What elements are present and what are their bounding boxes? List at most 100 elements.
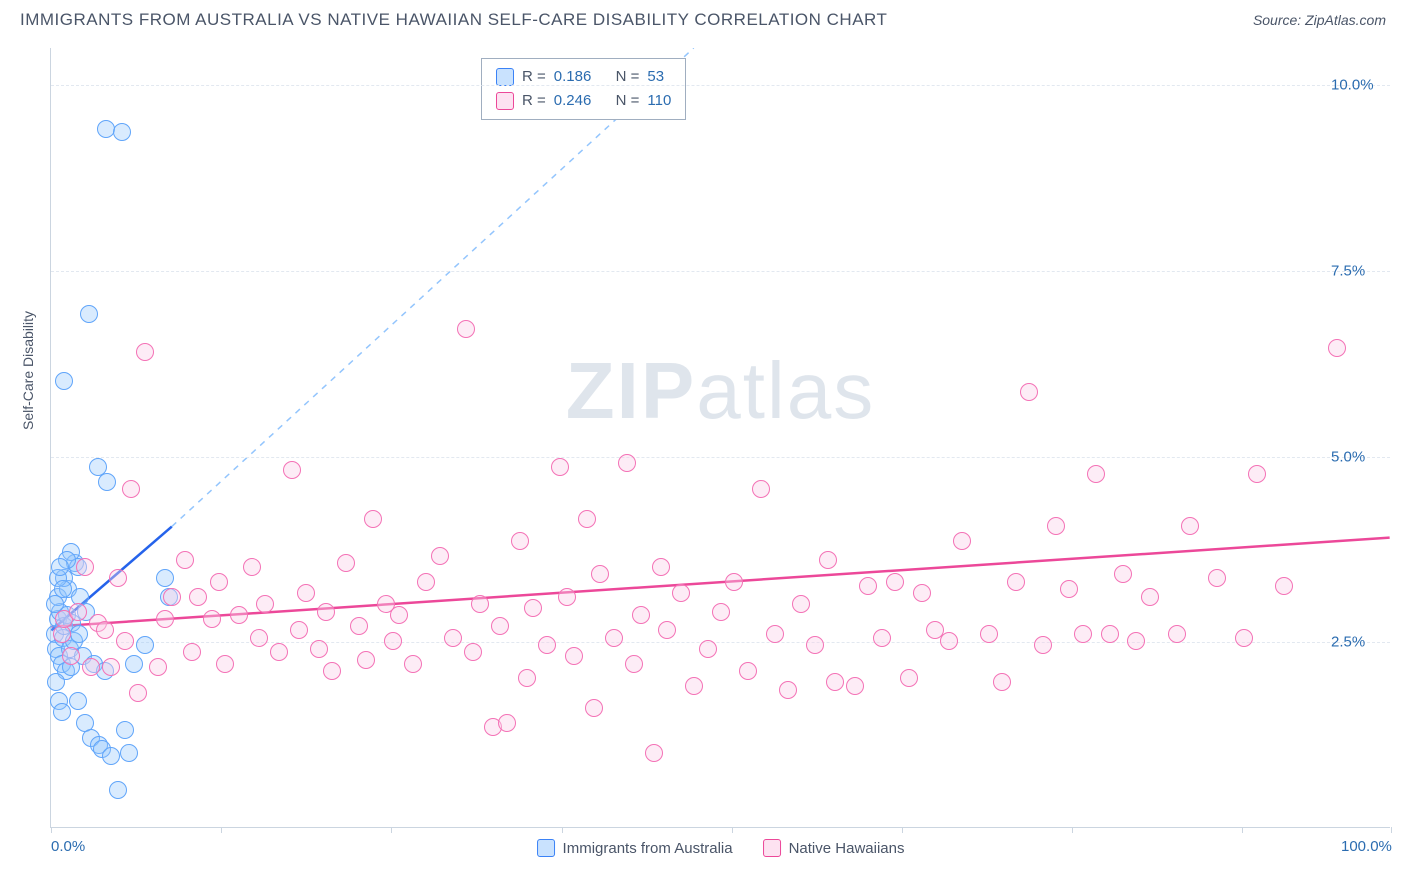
data-point [739,662,757,680]
x-tick [902,827,903,833]
trend-lines-layer [51,48,1390,827]
chart-header: IMMIGRANTS FROM AUSTRALIA VS NATIVE HAWA… [0,0,1406,38]
data-point [819,551,837,569]
data-point [1127,632,1145,650]
swatch-pink [496,92,514,110]
gridline-h [51,457,1390,458]
y-tick-label: 5.0% [1331,448,1365,465]
stat-row-series-1: R = 0.246 N = 110 [496,89,671,113]
data-point [826,673,844,691]
data-point [618,454,636,472]
data-point [417,573,435,591]
data-point [511,532,529,550]
x-tick [221,827,222,833]
data-point [498,714,516,732]
data-point [792,595,810,613]
data-point [699,640,717,658]
data-point [102,747,120,765]
source-attribution: Source: ZipAtlas.com [1253,12,1386,28]
data-point [129,684,147,702]
data-point [120,744,138,762]
data-point [578,510,596,528]
data-point [55,372,73,390]
data-point [645,744,663,762]
data-point [1114,565,1132,583]
data-point [97,120,115,138]
data-point [337,554,355,572]
data-point [1181,517,1199,535]
data-point [725,573,743,591]
data-point [76,558,94,576]
data-point [1101,625,1119,643]
data-point [230,606,248,624]
data-point [585,699,603,717]
data-point [1087,465,1105,483]
data-point [116,721,134,739]
data-point [444,629,462,647]
data-point [70,625,88,643]
data-point [632,606,650,624]
swatch-pink [763,839,781,857]
data-point [53,703,71,721]
data-point [558,588,576,606]
data-point [873,629,891,647]
data-point [297,584,315,602]
data-point [953,532,971,550]
data-point [323,662,341,680]
data-point [176,551,194,569]
data-point [491,617,509,635]
data-point [243,558,261,576]
data-point [1074,625,1092,643]
data-point [136,343,154,361]
data-point [886,573,904,591]
data-point [658,621,676,639]
data-point [565,647,583,665]
data-point [80,305,98,323]
data-point [357,651,375,669]
data-point [1328,339,1346,357]
data-point [270,643,288,661]
data-point [290,621,308,639]
x-tick [1242,827,1243,833]
data-point [993,673,1011,691]
y-tick-label: 7.5% [1331,262,1365,279]
data-point [69,692,87,710]
data-point [149,658,167,676]
data-point [183,643,201,661]
watermark: ZIPatlas [566,345,875,437]
legend-item-series-0: Immigrants from Australia [537,839,733,857]
data-point [390,606,408,624]
scatter-plot: ZIPatlas R = 0.186 N = 53 R = 0.246 N = … [50,48,1390,828]
data-point [1007,573,1025,591]
x-tick [732,827,733,833]
data-point [752,480,770,498]
data-point [1248,465,1266,483]
data-point [125,655,143,673]
data-point [136,636,154,654]
legend-item-series-1: Native Hawaiians [763,839,905,857]
x-tick [1391,827,1392,833]
data-point [69,603,87,621]
data-point [250,629,268,647]
x-tick-label: 0.0% [51,838,85,855]
data-point [216,655,234,673]
data-point [47,673,65,691]
data-point [283,461,301,479]
data-point [940,632,958,650]
data-point [256,595,274,613]
x-tick-label: 100.0% [1341,838,1392,855]
data-point [712,603,730,621]
y-tick-label: 10.0% [1331,77,1374,94]
x-tick [1072,827,1073,833]
data-point [779,681,797,699]
data-point [859,577,877,595]
data-point [980,625,998,643]
data-point [384,632,402,650]
data-point [156,610,174,628]
stat-legend: R = 0.186 N = 53 R = 0.246 N = 110 [481,58,686,120]
data-point [163,588,181,606]
data-point [900,669,918,687]
data-point [156,569,174,587]
data-point [524,599,542,617]
data-point [350,617,368,635]
